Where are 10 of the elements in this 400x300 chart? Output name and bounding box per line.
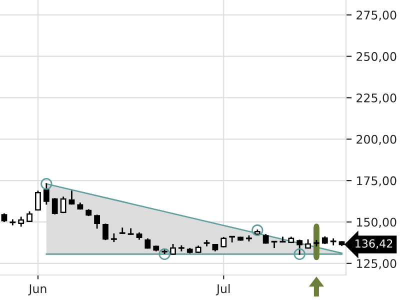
y-tick-label: 125,00	[357, 259, 396, 270]
y-tick-label: 275,00	[356, 10, 396, 21]
y-tick-label: 175,00	[357, 176, 396, 186]
y-tick-label: 150,00	[357, 218, 396, 228]
y-tick-label: 225,00	[356, 93, 396, 104]
y-tick-label: 250,00	[356, 52, 396, 62]
text: 136,42	[356, 239, 392, 249]
x-tick-label: Jun	[28, 284, 46, 296]
x-tick-label: Jul	[216, 284, 230, 296]
y-tick-label: 200,00	[356, 134, 396, 146]
